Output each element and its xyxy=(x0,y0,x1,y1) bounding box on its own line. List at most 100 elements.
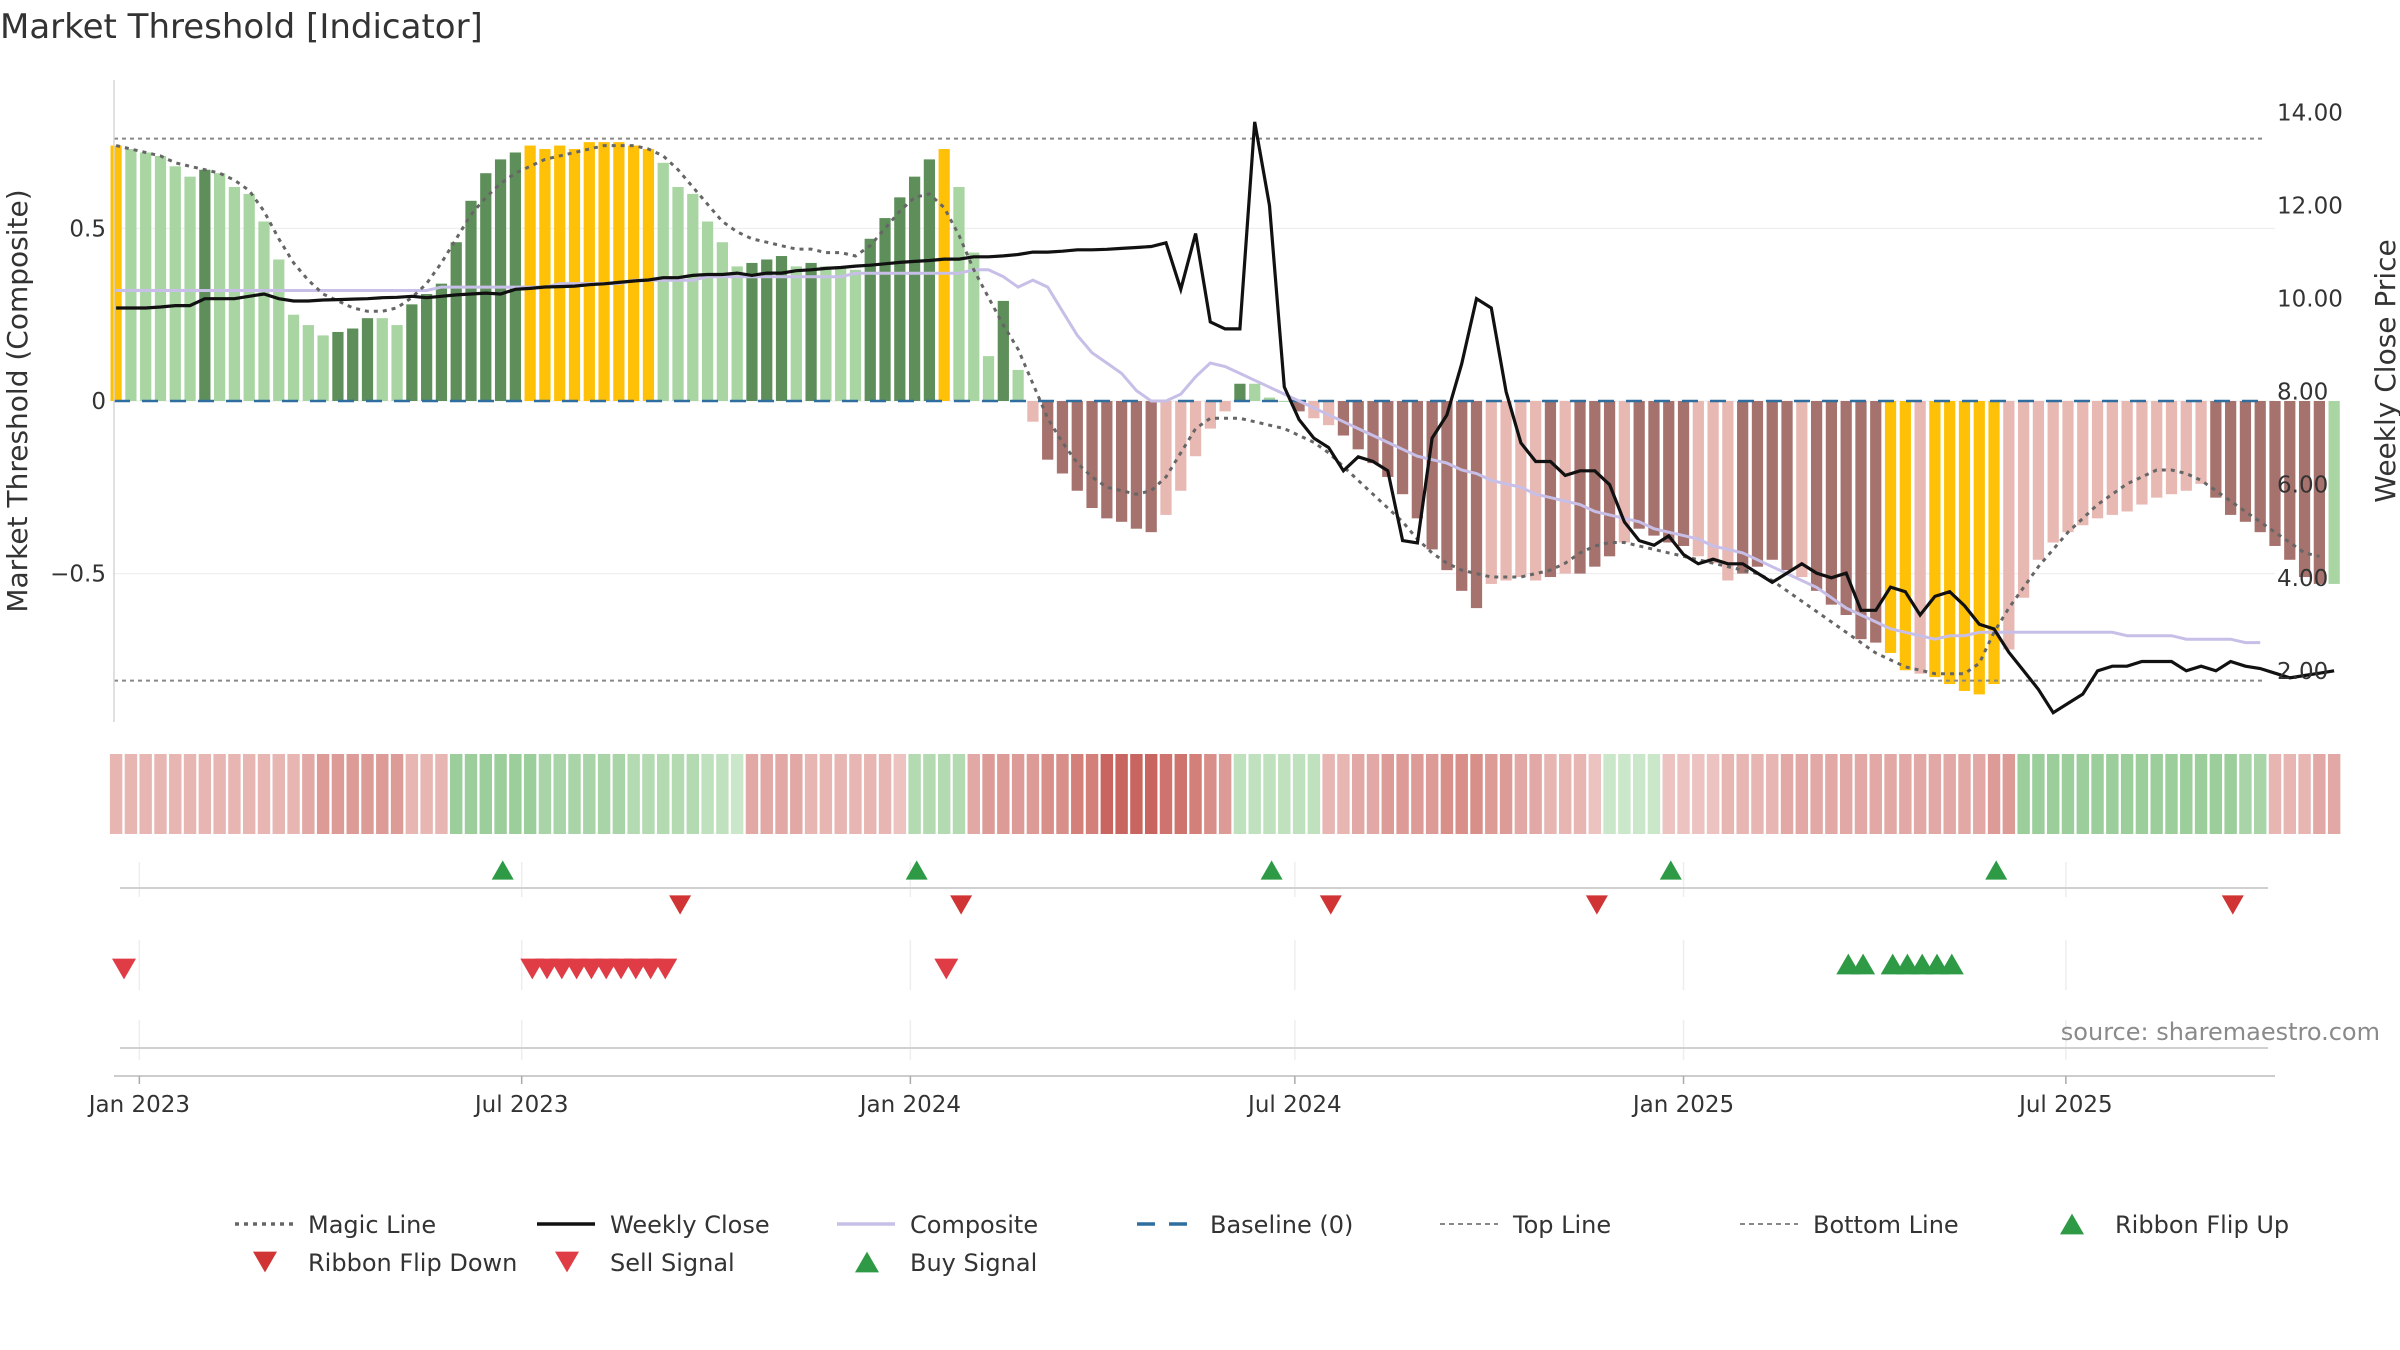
histogram-bar xyxy=(450,242,462,401)
ribbon-flip-down-marker xyxy=(950,895,973,915)
histogram-bar xyxy=(1633,401,1645,529)
histogram-bar xyxy=(628,145,640,401)
histogram-bar xyxy=(2047,401,2059,543)
histogram-bar xyxy=(1396,401,1409,495)
histogram-bar xyxy=(894,197,906,401)
histogram-bar xyxy=(938,149,950,401)
right-tick-label: 10.00 xyxy=(2277,287,2343,313)
ribbon-cell xyxy=(1544,754,1557,834)
legend-item: Baseline (0) xyxy=(1137,1211,1353,1239)
histogram-bar xyxy=(1825,401,1838,605)
histogram-bar xyxy=(1189,401,1202,457)
ribbon-flip-up-marker xyxy=(905,860,928,880)
ribbon-cell xyxy=(139,754,152,834)
legend: Magic Line Weekly Close Composite Baseline … xyxy=(235,1211,2289,1277)
legend-label: Magic Line xyxy=(308,1211,436,1239)
histogram-bar xyxy=(997,300,1009,401)
ribbon-cell xyxy=(2120,754,2134,834)
histogram-bar xyxy=(1530,401,1542,581)
legend-swatch-triangle-down xyxy=(555,1251,579,1273)
histogram-bar xyxy=(1308,401,1320,419)
ribbon-cell xyxy=(730,754,744,834)
ribbon-cell xyxy=(1736,754,1749,834)
ribbon-cell xyxy=(1115,754,1128,834)
ribbon-flip-up-marker xyxy=(1659,860,1682,880)
ribbon-cell xyxy=(1647,754,1661,834)
buy-signal-marker xyxy=(1851,953,1876,975)
ribbon-flip-up-marker xyxy=(1985,860,2008,880)
ribbon-cell xyxy=(1603,754,1616,834)
left-tick-label: 0 xyxy=(91,389,106,415)
histogram-bar xyxy=(509,152,521,401)
histogram-bar xyxy=(1737,401,1749,574)
ribbon-cell xyxy=(1248,754,1261,834)
histogram-bar xyxy=(687,193,699,401)
ribbon-cell xyxy=(2061,754,2075,834)
histogram-bar xyxy=(376,318,388,401)
histogram-bar xyxy=(2269,401,2281,546)
histogram-bar xyxy=(1293,401,1305,412)
ribbon-cell xyxy=(257,754,271,834)
histogram-bar xyxy=(1929,401,1941,678)
ribbon-cell xyxy=(2002,754,2016,834)
ribbon-cell xyxy=(1913,754,1927,834)
histogram-bar xyxy=(1914,401,1926,674)
histogram-bar xyxy=(2298,401,2311,578)
ribbon-cell xyxy=(1071,754,1084,834)
ribbon-cell xyxy=(1307,754,1321,834)
histogram-bar xyxy=(1855,401,1867,640)
ribbon-cell xyxy=(1559,754,1572,834)
ribbon-cell xyxy=(2239,754,2252,834)
composite-line xyxy=(116,268,2261,645)
ribbon-cell xyxy=(2327,754,2341,834)
histogram-bar xyxy=(1589,401,1601,567)
histogram-bar xyxy=(435,283,448,401)
ribbon-cell xyxy=(1455,754,1468,834)
histogram-bar xyxy=(1234,383,1246,401)
ribbon-cell xyxy=(420,754,433,834)
histogram-bar xyxy=(2328,401,2340,584)
ribbon-cell xyxy=(1854,754,1868,834)
ribbon-cell xyxy=(1100,754,1114,834)
histogram-bar xyxy=(864,238,876,401)
histogram-bar xyxy=(2062,401,2074,533)
ribbon-cell xyxy=(509,754,522,834)
left-axis-label: Market Threshold (Composite) xyxy=(1,189,34,612)
histogram-bar xyxy=(2018,401,2030,598)
ribbon-cell xyxy=(1026,754,1040,834)
x-tick-label: Jul 2025 xyxy=(2017,1092,2113,1118)
ribbon-cell xyxy=(967,754,980,834)
histogram-bar xyxy=(465,200,477,401)
histogram-bar xyxy=(228,187,241,401)
histogram-bar xyxy=(2225,401,2237,515)
ribbon-flip-down-marker xyxy=(1585,895,1608,915)
axes: 0.5 0 −0.5 14.00 12.00 10.00 8.00 6.00 4.00 2.00 M… xyxy=(1,80,2400,722)
histogram-bar xyxy=(258,221,270,401)
histogram-bar xyxy=(554,145,566,401)
legend-item: Magic Line xyxy=(235,1211,436,1239)
ribbon-cell xyxy=(1869,754,1882,834)
ribbon-cell xyxy=(1381,754,1394,834)
histogram-bar xyxy=(613,142,625,401)
histogram-bar xyxy=(1027,401,1039,422)
histogram-bar xyxy=(953,187,965,401)
ribbon-cell xyxy=(642,754,655,834)
ribbon-cell xyxy=(2194,754,2208,834)
legend-item: Buy Signal xyxy=(855,1249,1037,1277)
ribbon-cell xyxy=(1573,754,1587,834)
ribbon-cell xyxy=(1884,754,1897,834)
ribbon-cell xyxy=(479,754,492,834)
histogram-bar xyxy=(1663,401,1675,543)
ribbon-cell xyxy=(2180,754,2193,834)
histogram-bar xyxy=(1796,401,1808,578)
right-tick-label: 6.00 xyxy=(2277,473,2328,499)
ribbon-cell xyxy=(213,754,226,834)
ribbon-cell xyxy=(2046,754,2060,834)
histogram-bar xyxy=(125,149,137,401)
ribbon-cell xyxy=(1677,754,1690,834)
ribbon-cell xyxy=(1366,754,1380,834)
ribbon-cell xyxy=(1692,754,1705,834)
histogram-bar xyxy=(2003,401,2015,650)
ribbon-cell xyxy=(923,754,936,834)
ribbon-cell xyxy=(790,754,803,834)
